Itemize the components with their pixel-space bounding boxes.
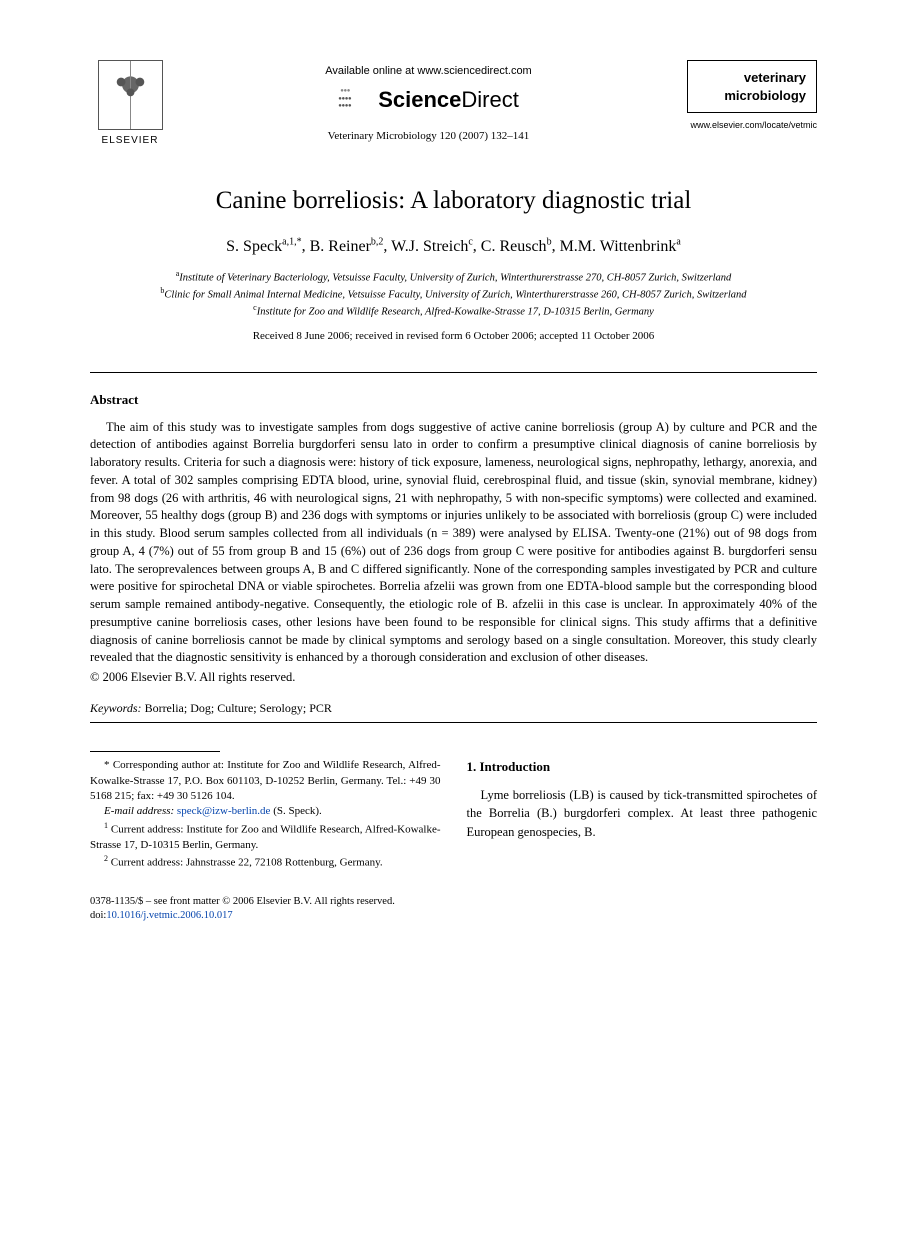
keywords-text: Borrelia; Dog; Culture; Serology; PCR <box>142 701 332 715</box>
elsevier-logo: ELSEVIER <box>90 60 170 148</box>
divider <box>90 372 817 373</box>
author: C. Reuschb <box>481 238 552 255</box>
sd-text: ScienceDirect <box>378 85 519 115</box>
corresponding-author-note: * Corresponding author at: Institute for… <box>90 758 441 804</box>
left-column: * Corresponding author at: Institute for… <box>90 758 441 871</box>
journal-box-wrap: veterinary microbiology www.elsevier.com… <box>687 60 817 131</box>
author: B. Reinerb,2 <box>310 238 384 255</box>
front-matter-line: 0378-1135/$ – see front matter © 2006 El… <box>90 895 817 923</box>
journal-box: veterinary microbiology <box>687 60 817 113</box>
affiliation: cInstitute for Zoo and Wildlife Research… <box>90 303 817 320</box>
footnote-1: 1 Current address: Institute for Zoo and… <box>90 820 441 853</box>
available-online-text: Available online at www.sciencedirect.co… <box>170 64 687 79</box>
footnote-separator <box>90 751 220 752</box>
author: W.J. Streichc <box>391 238 473 255</box>
page-header: ELSEVIER Available online at www.science… <box>90 60 817 148</box>
journal-url: www.elsevier.com/locate/vetmic <box>687 119 817 131</box>
center-header: Available online at www.sciencedirect.co… <box>170 60 687 143</box>
elsevier-label: ELSEVIER <box>102 134 159 148</box>
abstract-heading: Abstract <box>90 391 817 409</box>
keywords: Keywords: Borrelia; Dog; Culture; Serolo… <box>90 700 817 716</box>
abstract-copyright: © 2006 Elsevier B.V. All rights reserved… <box>90 669 817 686</box>
sciencedirect-logo: ScienceDirect <box>338 85 519 115</box>
elsevier-tree-icon <box>98 60 163 130</box>
journal-reference: Veterinary Microbiology 120 (2007) 132–1… <box>170 129 687 144</box>
doi-line: doi:10.1016/j.vetmic.2006.10.017 <box>90 909 817 923</box>
journal-box-line2: microbiology <box>698 87 806 105</box>
right-column: 1. Introduction Lyme borreliosis (LB) is… <box>467 758 818 871</box>
email-link[interactable]: speck@izw-berlin.de <box>177 805 271 817</box>
journal-box-line1: veterinary <box>698 69 806 87</box>
sd-dots-icon <box>338 90 372 110</box>
divider <box>90 722 817 723</box>
author: M.M. Wittenbrinka <box>560 238 681 255</box>
doi-link[interactable]: 10.1016/j.vetmic.2006.10.017 <box>106 910 232 921</box>
abstract-body: The aim of this study was to investigate… <box>90 419 817 668</box>
authors-line: S. Specka,1,*, B. Reinerb,2, W.J. Streic… <box>90 235 817 257</box>
affiliations: aInstitute of Veterinary Bacteriology, V… <box>90 269 817 319</box>
email-line: E-mail address: speck@izw-berlin.de (S. … <box>90 804 441 819</box>
front-matter-text: 0378-1135/$ – see front matter © 2006 El… <box>90 895 817 909</box>
footnote-2: 2 Current address: Jahnstrasse 22, 72108… <box>90 853 441 871</box>
two-column-region: * Corresponding author at: Institute for… <box>90 758 817 871</box>
affiliation: bClinic for Small Animal Internal Medici… <box>90 286 817 303</box>
introduction-body: Lyme borreliosis (LB) is caused by tick-… <box>467 786 818 840</box>
received-dates: Received 8 June 2006; received in revise… <box>90 329 817 344</box>
introduction-heading: 1. Introduction <box>467 758 818 776</box>
author: S. Specka,1,* <box>226 238 301 255</box>
affiliation: aInstitute of Veterinary Bacteriology, V… <box>90 269 817 286</box>
article-title: Canine borreliosis: A laboratory diagnos… <box>90 184 817 218</box>
keywords-label: Keywords: <box>90 701 142 715</box>
